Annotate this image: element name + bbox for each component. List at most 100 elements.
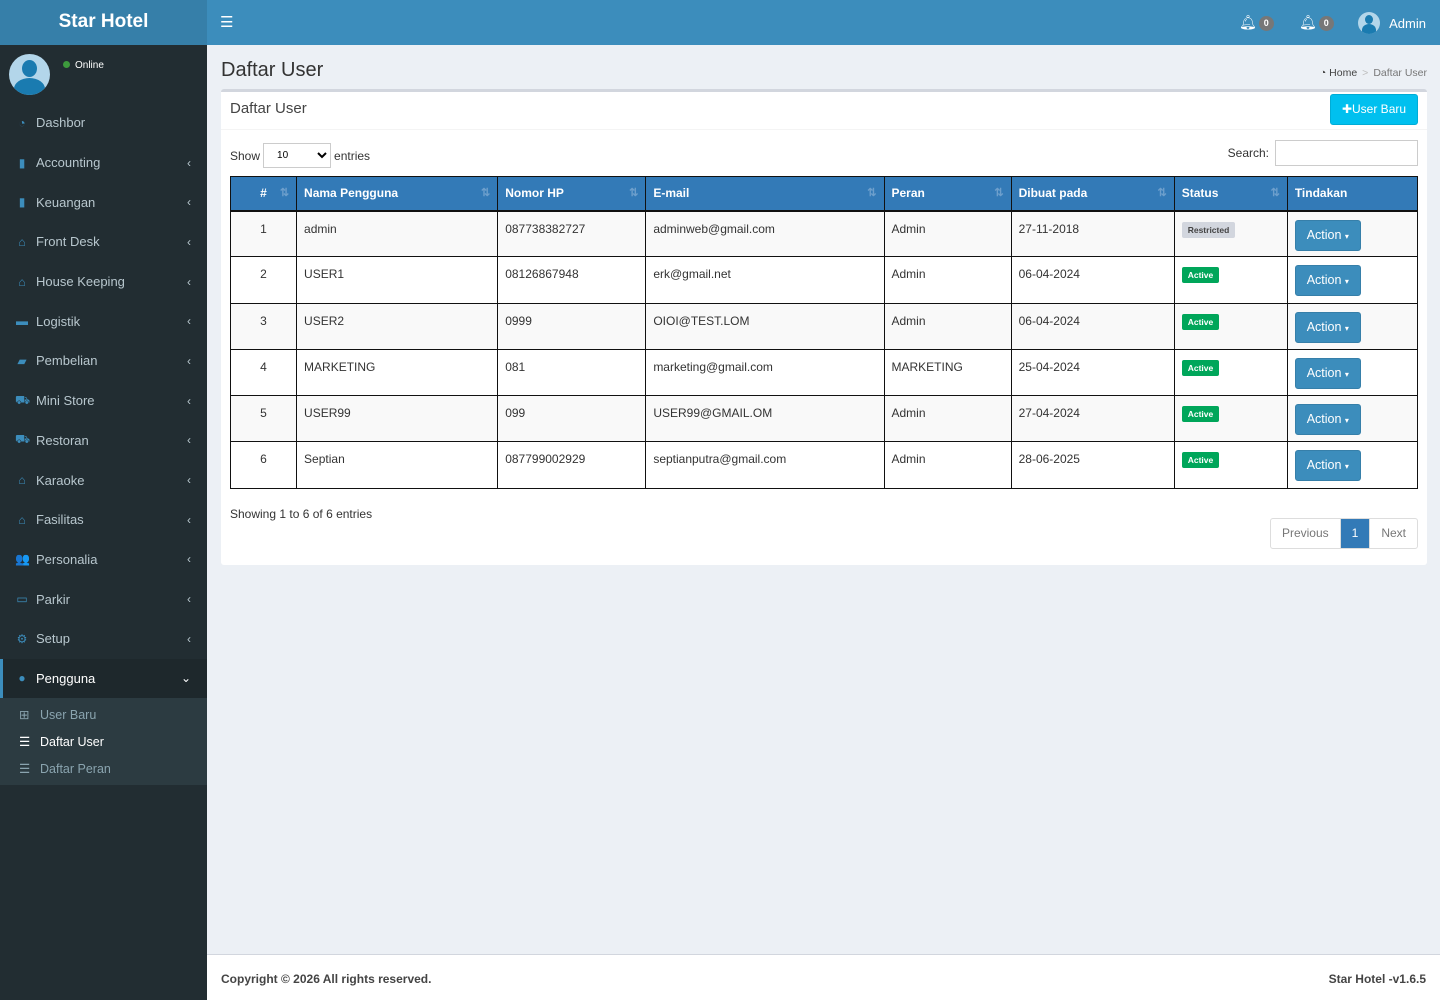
- sidebar: Star Hotel Online ◔ Dashbor ▮ Accounting ‹ ▮ K…: [0, 0, 207, 1000]
- book-icon: ▮: [18, 155, 26, 170]
- sort-icon: ⇅: [994, 187, 1004, 200]
- sidebar-item-mini-store[interactable]: ⛟ Mini Store ‹: [15, 392, 191, 409]
- next-button[interactable]: Next: [1381, 526, 1406, 540]
- sort-icon: ⇅: [1270, 187, 1280, 200]
- sidebar-item-house-keeping[interactable]: ⌂ House Keeping ‹: [0, 262, 207, 302]
- status-badge: Active: [1181, 359, 1220, 376]
- table-cell: Admin: [883, 441, 1012, 489]
- bank-icon: ⌂: [18, 274, 26, 289]
- user-icon: ●: [18, 671, 26, 686]
- submenu-item-daftar-user[interactable]: ☰ Daftar User: [19, 734, 104, 750]
- column-header[interactable]: Tindakan: [1286, 176, 1419, 212]
- chevron-left-icon: ‹: [187, 592, 191, 607]
- table-cell: 25-04-2024: [1010, 348, 1175, 397]
- table-cell: 5: [229, 395, 298, 443]
- table-cell: 081: [497, 348, 647, 397]
- previous-button[interactable]: Previous: [1271, 519, 1341, 548]
- sidebar-item-logistik[interactable]: ▬ Logistik ‹: [16, 313, 191, 329]
- box-title: Daftar User: [230, 100, 307, 117]
- action-dropdown-button[interactable]: Action ▾: [1294, 311, 1361, 343]
- avatar: [1358, 12, 1381, 34]
- sidebar-item-karaoke[interactable]: ⌂ Karaoke ‹: [0, 460, 207, 500]
- column-header[interactable]: Status ⇅: [1173, 176, 1288, 212]
- table-cell: 06-04-2024: [1010, 256, 1175, 304]
- table-row: 6 Septian 087799002929 septianputra@gmail.c…: [229, 441, 1419, 489]
- chevron-left-icon: ‹: [187, 353, 191, 368]
- sidebar-item-front-desk[interactable]: ⌂ Front Desk ‹: [0, 222, 207, 262]
- table-row: 1 admin 087738382727 adminweb@gmail.com Admi…: [229, 209, 1419, 258]
- sidebar-item-keuangan[interactable]: ▮ Keuangan ‹: [0, 182, 207, 222]
- chevron-down-icon: ⌄: [180, 671, 191, 686]
- notification-button-2[interactable]: 🔔︎ 0: [1299, 14, 1334, 31]
- submenu-item-daftar-peran[interactable]: ☰ Daftar Peran: [19, 761, 111, 777]
- page-title: Daftar User: [221, 59, 324, 81]
- search-input[interactable]: [1275, 140, 1418, 166]
- action-dropdown-button[interactable]: Action ▾: [1294, 265, 1361, 297]
- caret-down-icon: ▾: [1344, 277, 1349, 287]
- chevron-left-icon: ‹: [187, 195, 191, 210]
- table-cell: USER2: [296, 302, 499, 350]
- bank-icon: ⌂: [18, 473, 26, 488]
- sidebar-item-restoran[interactable]: ⛟ Restoran ‹: [15, 432, 191, 448]
- new-user-button[interactable]: ✚User Baru: [1330, 94, 1418, 125]
- action-dropdown-button[interactable]: Action ▾: [1294, 357, 1361, 389]
- table-cell: 1: [229, 209, 298, 258]
- sort-icon: ⇅: [1157, 187, 1167, 200]
- bank-icon: ⌂: [18, 234, 26, 249]
- sidebar-item-dashbor[interactable]: ◔ Dashbor: [0, 103, 207, 143]
- sidebar-item-setup[interactable]: ⚙ Setup ‹: [16, 631, 191, 647]
- breadcrumb-current: Daftar User: [1373, 67, 1427, 79]
- chevron-left-icon: ‹: [187, 314, 191, 329]
- breadcrumb: ◔ Home > Daftar User: [1319, 67, 1427, 79]
- dashboard-icon: ◔: [1319, 67, 1330, 79]
- column-header[interactable]: Peran ⇅: [883, 176, 1012, 212]
- length-control: Show 10 entries: [230, 143, 370, 168]
- sidebar-item-accounting[interactable]: ▮ Accounting ‹: [0, 143, 207, 183]
- column-header[interactable]: # ⇅: [229, 176, 298, 212]
- caret-down-icon: ▾: [1344, 462, 1349, 472]
- table-cell: adminweb@gmail.com: [645, 209, 885, 258]
- sidebar-item-personalia[interactable]: 👥 Personalia ‹: [15, 551, 191, 567]
- table-cell: 3: [229, 302, 298, 350]
- table-cell: 27-04-2024: [1010, 395, 1175, 443]
- column-header[interactable]: E-mail ⇅: [645, 176, 885, 212]
- chevron-left-icon: ‹: [187, 473, 191, 488]
- column-header[interactable]: Nama Pengguna ⇅: [296, 176, 499, 212]
- submenu-item-user-baru[interactable]: ⊞ User Baru: [19, 707, 97, 723]
- sidebar-item-pengguna[interactable]: ● Pengguna ⌄: [0, 658, 207, 699]
- briefcase-icon: ▬: [16, 314, 28, 329]
- sidebar-item-fasilitas[interactable]: ⌂ Fasilitas ‹: [0, 500, 207, 540]
- table-cell: 27-11-2018: [1010, 209, 1175, 258]
- table-cell: admin: [296, 209, 499, 258]
- table-cell: 099: [497, 395, 647, 443]
- menu-toggle-icon[interactable]: ☰: [220, 14, 234, 31]
- page-1-button[interactable]: 1: [1340, 519, 1371, 548]
- pagination: Previous 1 Next: [1269, 518, 1418, 549]
- action-dropdown-button[interactable]: Action ▾: [1294, 404, 1361, 436]
- table-cell: OIOI@TEST.LOM: [645, 302, 885, 350]
- action-dropdown-button[interactable]: Action ▾: [1294, 450, 1361, 482]
- table-cell: septianputra@gmail.com: [645, 441, 885, 489]
- status-badge: Active: [1181, 267, 1220, 284]
- notification-button-1[interactable]: 🔔︎ 0: [1239, 14, 1274, 31]
- sidebar-item-pembelian[interactable]: ▰ Pembelian ‹: [0, 341, 207, 381]
- app-logo[interactable]: Star Hotel: [0, 0, 207, 45]
- book-icon: ▮: [18, 195, 26, 210]
- breadcrumb-home[interactable]: Home: [1329, 67, 1358, 79]
- plus-icon: ✚: [1341, 102, 1353, 116]
- caret-down-icon: ▾: [1344, 369, 1349, 379]
- dashboard-icon: ◔: [18, 115, 26, 130]
- user-menu[interactable]: Admin: [1358, 12, 1426, 34]
- table-cell: Admin: [883, 209, 1012, 258]
- sidebar-item-parkir[interactable]: ▭ Parkir ‹: [16, 591, 191, 607]
- caret-down-icon: ▾: [1344, 416, 1349, 426]
- column-header[interactable]: Nomor HP ⇅: [497, 176, 647, 212]
- table-cell: erk@gmail.net: [645, 256, 885, 304]
- sidebar-menu: ◔ Dashbor ▮ Accounting ‹ ▮ Keuangan ‹ ⌂ Front Des…: [0, 103, 207, 786]
- action-dropdown-button[interactable]: Action ▾: [1294, 219, 1361, 251]
- table-cell: 28-06-2025: [1010, 441, 1175, 489]
- truck-icon: ▰: [17, 353, 27, 368]
- column-header[interactable]: Dibuat pada ⇅: [1010, 176, 1175, 212]
- entries-select[interactable]: 10: [263, 143, 332, 168]
- pengguna-submenu: ⊞ User Baru ☰ Daftar User ☰ Daftar Peran: [0, 698, 207, 786]
